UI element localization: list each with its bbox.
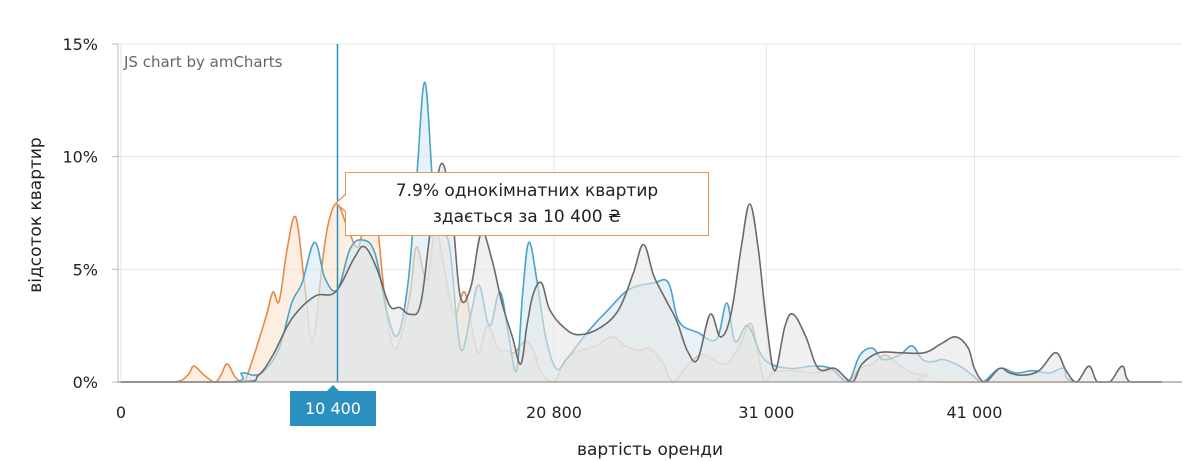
cursor-x-badge: 10 400 (290, 385, 376, 426)
balloon-tooltip: 7.9% однокімнатних квартир здається за 1… (335, 172, 709, 236)
y-axis-label: відсоток квартир (26, 137, 46, 293)
tooltip-line-1: 7.9% однокімнатних квартир (395, 181, 659, 201)
x-tick-label: 41 000 (947, 403, 1003, 422)
x-tick-label: 20 800 (526, 403, 582, 422)
x-axis-label: вартість оренди (576, 440, 724, 460)
axes: 0% 5% 10% 15% 0 20 800 31 000 41 000 (62, 35, 1182, 422)
series-line-2 (121, 162, 1162, 383)
y-tick-label: 15% (62, 35, 98, 54)
amcharts-credit[interactable]: JS chart by amCharts (124, 53, 283, 71)
series-areas (121, 81, 1162, 383)
series-area-2 (121, 163, 1162, 382)
x-tick-label: 0 (116, 403, 126, 422)
y-tick-label: 5% (73, 260, 98, 279)
tooltip-line-2: здається за 10 400 ₴ (432, 207, 622, 227)
y-tick-label: 0% (73, 373, 98, 392)
x-tick-label: 31 000 (738, 403, 794, 422)
y-tick-label: 10% (62, 148, 98, 167)
